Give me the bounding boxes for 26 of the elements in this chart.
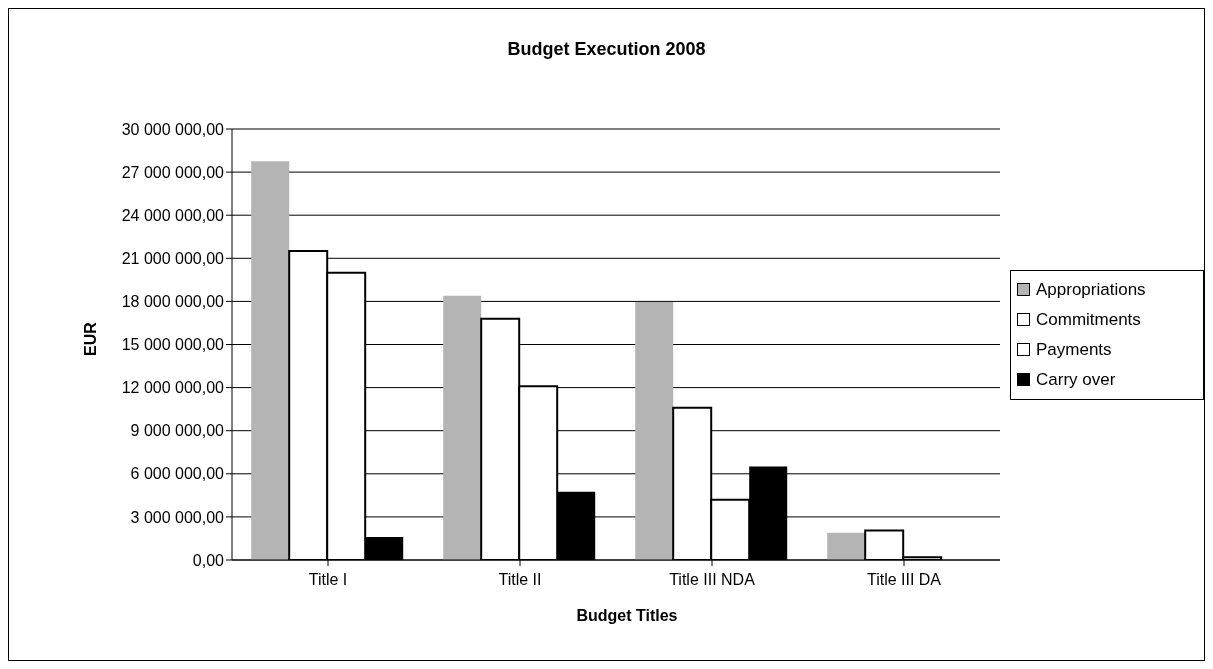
legend-label: Carry over <box>1036 369 1116 390</box>
y-axis-title: EUR <box>82 321 100 358</box>
legend-label: Appropriations <box>1036 279 1146 300</box>
y-tick-label: 9 000 000,00 <box>130 422 225 440</box>
x-tick-label: Title III NDA <box>669 571 756 589</box>
bar <box>827 532 866 560</box>
y-tick-label: 27 000 000,00 <box>121 163 225 181</box>
y-tick-label: 12 000 000,00 <box>121 379 225 397</box>
y-tick-label: 21 000 000,00 <box>121 249 225 267</box>
x-tick-label: Title II <box>498 571 542 589</box>
bar <box>443 295 482 560</box>
bar <box>635 302 674 560</box>
x-tick-label: Title III DA <box>866 571 942 589</box>
y-tick-label: 30 000 000,00 <box>121 120 225 138</box>
chart-title: Budget Execution 2008 <box>506 39 707 60</box>
y-tick-label: 15 000 000,00 <box>121 336 225 354</box>
y-tick-label: 24 000 000,00 <box>121 206 225 224</box>
x-axis-title: Budget Titles <box>575 607 679 625</box>
y-tick-label: 6 000 000,00 <box>130 465 225 483</box>
legend-label: Payments <box>1036 339 1112 360</box>
y-tick-label: 3 000 000,00 <box>130 508 225 526</box>
bar <box>251 161 290 560</box>
y-tick-label: 18 000 000,00 <box>121 293 225 311</box>
legend-label: Commitments <box>1036 309 1141 330</box>
y-tick-label: 0,00 <box>192 551 225 569</box>
x-tick-label: Title I <box>308 571 348 589</box>
